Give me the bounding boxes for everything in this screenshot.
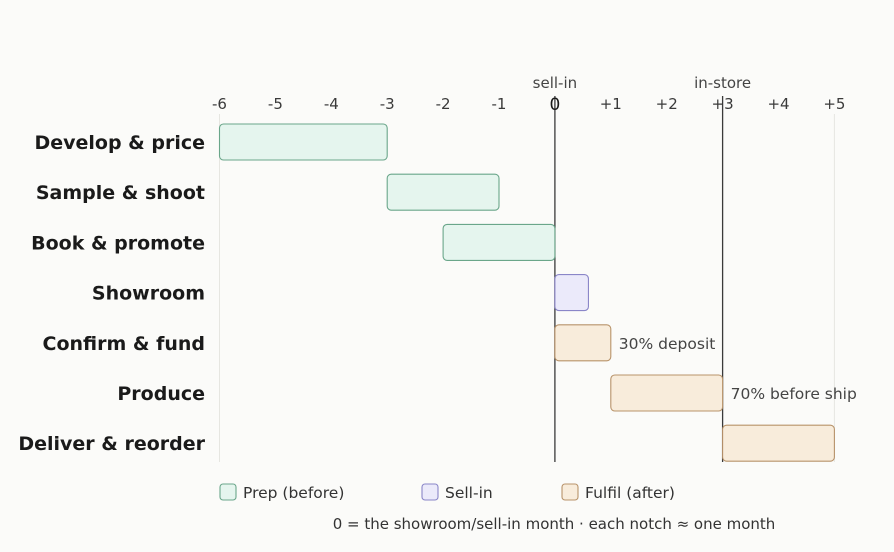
row-label: Produce xyxy=(117,383,205,405)
task-bar xyxy=(386,173,500,211)
x-axis-ticks: -6 -5 -4 -3 -2 -1 0 +1 +2 +3 +4 +5 xyxy=(212,95,845,115)
row-label: Deliver & reorder xyxy=(18,433,205,455)
legend-swatch-sellin xyxy=(421,483,439,501)
legend: Prep (before) Sell-in Fulfil (after) xyxy=(219,483,675,502)
bar-annotations: 30% deposit 70% before ship xyxy=(619,335,857,403)
x-tick-label: -6 xyxy=(212,95,227,113)
footnote: 0 = the showroom/sell-in month · each no… xyxy=(333,515,776,533)
row-label: Develop & price xyxy=(34,132,205,154)
row-label: Sample & shoot xyxy=(36,182,205,204)
bar-annotation: 70% before ship xyxy=(731,385,857,403)
task-bar xyxy=(218,123,388,161)
task-bars xyxy=(218,123,835,462)
x-tick-label: 0 xyxy=(549,95,560,115)
task-bar xyxy=(554,274,589,312)
task-bar xyxy=(442,223,556,261)
legend-label-prep: Prep (before) xyxy=(243,484,344,502)
guide-lines xyxy=(219,114,835,462)
x-tick-label: -5 xyxy=(268,95,283,113)
legend-swatch-fulfil xyxy=(561,483,579,501)
reference-label-sell-in: sell-in xyxy=(533,74,577,92)
row-label: Showroom xyxy=(92,283,205,305)
x-tick-label: +5 xyxy=(823,95,845,113)
x-tick-label: +3 xyxy=(712,95,734,113)
x-tick-label: -2 xyxy=(436,95,451,113)
x-tick-label: +2 xyxy=(656,95,678,113)
legend-label-fulfil: Fulfil (after) xyxy=(585,484,675,502)
x-tick-label: +4 xyxy=(767,95,789,113)
task-bar xyxy=(722,424,835,462)
row-label: Confirm & fund xyxy=(43,333,206,355)
x-tick-label: -4 xyxy=(324,95,339,113)
task-bar xyxy=(610,374,724,412)
legend-label-sellin: Sell-in xyxy=(445,484,493,502)
row-label: Book & promote xyxy=(31,232,205,254)
x-tick-label: +1 xyxy=(600,95,622,113)
task-bar xyxy=(554,324,612,362)
reference-label-in-store: in-store xyxy=(694,74,751,92)
row-labels: Develop & price Sample & shoot Book & prom… xyxy=(18,132,205,455)
legend-swatch-prep xyxy=(219,483,237,501)
x-tick-label: -1 xyxy=(492,95,507,113)
bar-annotation: 30% deposit xyxy=(619,335,716,353)
x-tick-label: -3 xyxy=(380,95,395,113)
